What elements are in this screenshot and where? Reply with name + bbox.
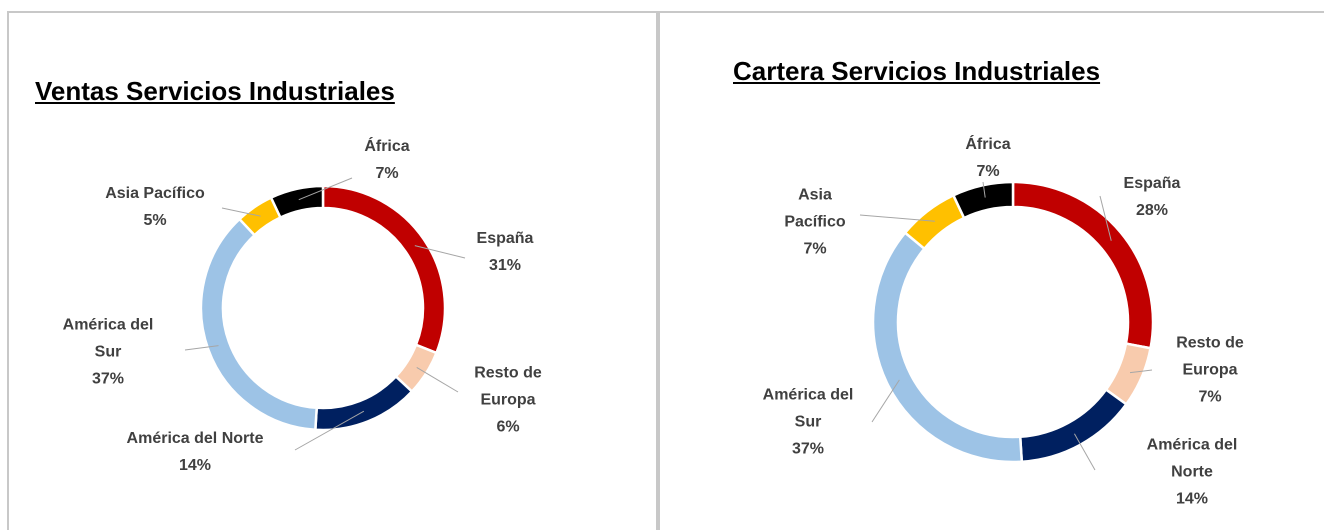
data-label: África 7%	[347, 133, 427, 187]
data-label: España 31%	[460, 225, 550, 279]
leader-line	[221, 207, 261, 217]
percent-label: 6%	[496, 418, 520, 436]
category-label: España	[1123, 175, 1181, 192]
leader-line	[184, 345, 219, 351]
category-label: Resto de Europa	[474, 364, 542, 409]
leader-line	[982, 181, 986, 198]
category-label: Asia Pacífico	[105, 185, 205, 202]
donut-segment	[951, 180, 1015, 220]
category-label: América del Norte	[126, 430, 264, 447]
percent-label: 7%	[1198, 388, 1222, 406]
leader-line	[1129, 369, 1153, 374]
percent-label: 28%	[1135, 202, 1169, 219]
donut-segment	[1018, 387, 1129, 464]
donut-segment	[321, 184, 447, 355]
leader-line	[871, 379, 900, 423]
percent-label: 37%	[91, 370, 125, 388]
percent-label: 14%	[1175, 490, 1209, 508]
percent-label: 37%	[791, 440, 825, 458]
panel-frame	[7, 11, 658, 530]
percent-label: 7%	[976, 163, 1000, 180]
leader-line	[414, 245, 466, 259]
data-label: Asia Pacífico 7%	[780, 182, 850, 263]
donut-segment	[903, 193, 966, 251]
donut-segment	[199, 217, 319, 432]
category-label: España	[476, 230, 534, 247]
category-label: América del Sur	[762, 386, 854, 431]
percent-label: 14%	[178, 457, 212, 474]
donut-segment	[269, 184, 325, 220]
data-label: América del Sur 37%	[58, 312, 158, 393]
percent-label: 7%	[375, 165, 399, 182]
category-label: América del Sur	[62, 316, 154, 361]
category-label: Asia Pacífico	[784, 186, 846, 231]
leader-line	[859, 214, 935, 222]
leader-line	[1099, 195, 1112, 241]
category-label: América del Norte	[1146, 436, 1238, 481]
chart-title: Ventas Servicios Industriales	[35, 76, 395, 106]
percent-label: 7%	[803, 240, 827, 258]
data-label: América del Norte 14%	[110, 425, 280, 479]
category-label: Resto de Europa	[1176, 334, 1244, 379]
data-label: España 28%	[1107, 170, 1197, 224]
leader-line	[1073, 433, 1096, 471]
data-label: Resto de Europa 7%	[1170, 330, 1250, 411]
data-label: América del Norte 14%	[1137, 432, 1247, 513]
data-label: África 7%	[948, 131, 1028, 185]
category-label: África	[965, 136, 1011, 153]
data-label: América del Sur 37%	[758, 382, 858, 463]
donut-segment	[871, 231, 1024, 464]
leader-line	[298, 177, 353, 201]
percent-label: 5%	[143, 212, 167, 229]
panel-frame	[658, 11, 1324, 530]
data-label: Asia Pacífico 5%	[95, 180, 215, 234]
leader-line	[416, 367, 459, 393]
leader-line	[294, 410, 365, 451]
donut-segment	[314, 374, 414, 432]
category-label: África	[364, 138, 410, 155]
percent-label: 31%	[488, 257, 522, 274]
chart-title: Cartera Servicios Industriales	[733, 56, 1101, 86]
data-label: Resto de Europa 6%	[468, 360, 548, 441]
